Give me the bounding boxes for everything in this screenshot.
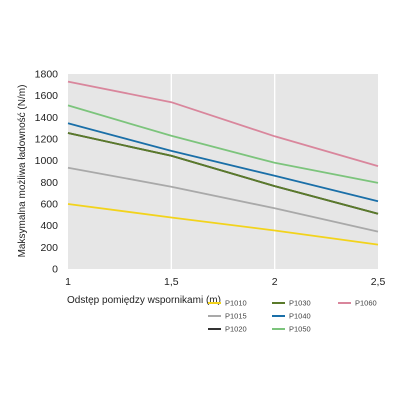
series-line-p1030 xyxy=(67,132,379,215)
series-lines xyxy=(67,80,379,246)
y-tick-label: 1800 xyxy=(35,69,59,81)
legend-label: P1020 xyxy=(225,325,247,334)
legend-label: P1040 xyxy=(289,312,311,321)
y-tick-label: 1400 xyxy=(35,112,59,124)
y-tick-label: 400 xyxy=(40,220,58,232)
y-tick-label: 1600 xyxy=(35,90,59,102)
legend: P1010 P1015 P1020 P1030 P1040 P1050 P1060 xyxy=(208,299,377,334)
series-line-p1040 xyxy=(67,122,379,203)
y-tick-label: 1000 xyxy=(35,155,59,167)
y-axis-ticks: 0 200 400 600 800 1000 1200 1400 1600 1800 xyxy=(35,69,59,276)
legend-label: P1060 xyxy=(355,299,377,308)
legend-label: P1010 xyxy=(225,299,247,308)
legend-label: P1015 xyxy=(225,312,247,321)
y-tick-label: 200 xyxy=(40,242,58,254)
series-line-p1050 xyxy=(67,104,379,184)
x-axis-ticks: 1 1,5 2 2,5 xyxy=(65,276,385,288)
grid-lines xyxy=(170,74,276,269)
series-line-p1060 xyxy=(67,80,379,167)
x-tick-label: 2 xyxy=(272,276,278,288)
x-tick-label: 2,5 xyxy=(371,276,386,288)
y-tick-label: 600 xyxy=(40,199,58,211)
y-tick-label: 0 xyxy=(52,264,58,276)
series-line-p1015 xyxy=(67,166,379,233)
series-line-p1010 xyxy=(67,203,379,246)
y-axis-title: Maksymalna możliwa ładowność (N/m) xyxy=(17,85,28,258)
legend-label: P1030 xyxy=(289,299,311,308)
y-tick-label: 1200 xyxy=(35,134,59,146)
x-tick-label: 1 xyxy=(65,276,71,288)
x-axis-title: Odstęp pomiędzy wspornikami (m) xyxy=(67,295,221,306)
x-tick-label: 1,5 xyxy=(164,276,179,288)
legend-label: P1050 xyxy=(289,325,311,334)
y-tick-label: 800 xyxy=(40,177,58,189)
